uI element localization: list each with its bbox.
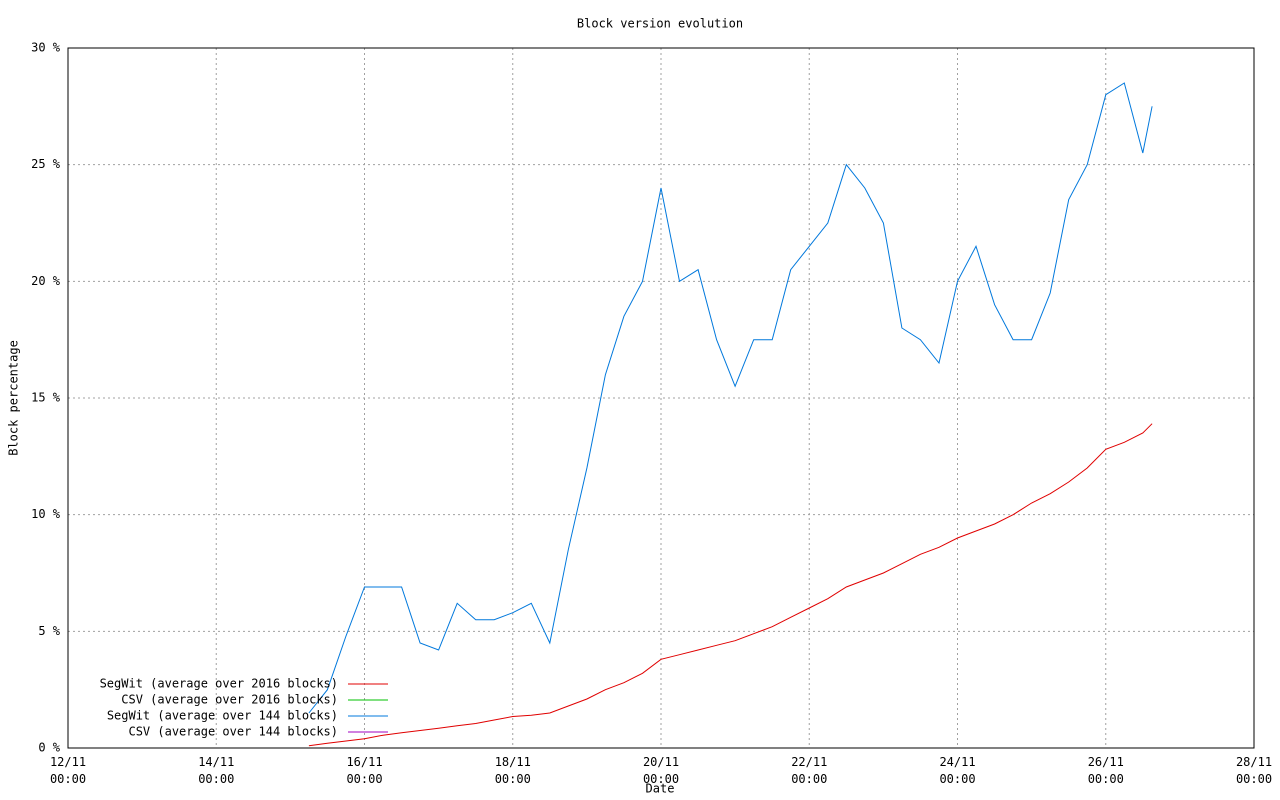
x-tick-label: 26/11 00:00 xyxy=(1088,755,1124,786)
x-tick-label: 24/11 00:00 xyxy=(939,755,975,786)
y-tick-label: 15 % xyxy=(31,391,61,405)
y-tick-label: 10 % xyxy=(31,507,61,521)
legend-label: CSV (average over 2016 blocks) xyxy=(121,693,338,707)
legend-label: SegWit (average over 144 blocks) xyxy=(107,709,338,723)
y-tick-label: 0 % xyxy=(38,741,60,755)
x-tick-label: 20/11 00:00 xyxy=(643,755,679,786)
series-line xyxy=(308,82,1153,714)
y-tick-label: 5 % xyxy=(38,624,60,638)
plot-border xyxy=(67,47,1255,749)
chart-title: Block version evolution xyxy=(577,17,743,31)
x-tick-label: 16/11 00:00 xyxy=(346,755,382,786)
series-line xyxy=(308,423,1153,747)
x-axis-label: Date xyxy=(646,782,675,796)
x-tick-label: 12/11 00:00 xyxy=(50,755,86,786)
y-tick-label: 20 % xyxy=(31,274,61,288)
y-tick-label: 25 % xyxy=(31,157,61,171)
x-tick-label: 28/11 00:00 xyxy=(1236,755,1272,786)
x-tick-label: 14/11 00:00 xyxy=(198,755,234,786)
x-tick-label: 22/11 00:00 xyxy=(791,755,827,786)
x-tick-label: 18/11 00:00 xyxy=(495,755,531,786)
y-tick-label: 30 % xyxy=(31,41,61,55)
y-axis-label: Block percentage xyxy=(7,340,21,456)
legend-label: SegWit (average over 2016 blocks) xyxy=(100,677,338,691)
legend-label: CSV (average over 144 blocks) xyxy=(128,725,338,739)
